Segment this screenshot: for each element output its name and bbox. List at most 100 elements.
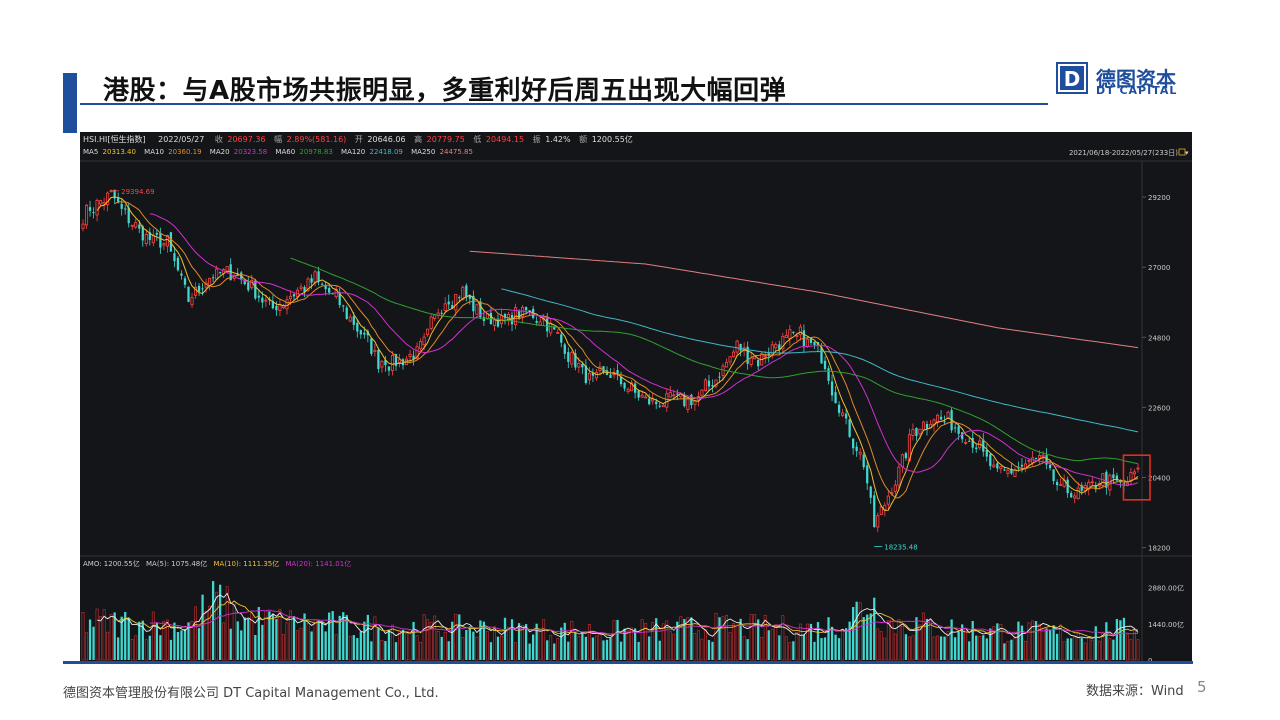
candle-body (352, 316, 355, 325)
volume-bar (306, 623, 310, 661)
volume-bar (602, 640, 605, 660)
dropdown-arrow-icon[interactable]: ▾ (1185, 149, 1189, 157)
candle-body (288, 295, 293, 300)
chart-settings-icon[interactable] (1178, 148, 1186, 156)
candle-body (169, 232, 173, 252)
volume-bar (556, 638, 560, 661)
volume-bar (447, 641, 450, 660)
volume-bar (886, 620, 890, 661)
volume-bar (820, 638, 823, 660)
candle-body (397, 359, 402, 363)
candle-body (313, 271, 317, 283)
volume-bar (338, 615, 341, 660)
volume-bar (144, 639, 148, 661)
volume-bar (1076, 632, 1080, 661)
volume-bar (1080, 637, 1083, 660)
volume-bar (162, 620, 166, 661)
candle-body (939, 416, 943, 420)
price-tick-label: 18200 (1148, 545, 1170, 553)
candle-body (95, 200, 99, 216)
volume-bar (1055, 633, 1059, 660)
candle-body (975, 447, 978, 450)
candle-body (999, 466, 1003, 470)
candle-body (271, 301, 275, 309)
company-logo: D 德图资本 DT CAPITAL (1056, 62, 1196, 100)
candle-body (451, 305, 454, 309)
candle-body (447, 301, 450, 305)
candle-body (746, 346, 749, 364)
volume-bar (693, 633, 697, 661)
candle-body (117, 197, 120, 203)
candle-body (342, 305, 345, 307)
volume-bar (296, 630, 299, 661)
volume-bar (1115, 619, 1119, 660)
volume-bar (978, 636, 982, 661)
candle-body (556, 332, 560, 334)
volume-bar (412, 621, 415, 660)
volume-bar (985, 638, 988, 660)
candle-body (690, 394, 693, 406)
volume-bar (553, 643, 556, 660)
volume-bar (1024, 640, 1027, 661)
volume-bar (686, 617, 690, 661)
candle-body (623, 382, 626, 389)
price-tick-label: 27000 (1148, 264, 1170, 272)
volume-bar (549, 635, 553, 661)
volume-bar (528, 643, 531, 660)
candle-body (275, 305, 278, 311)
volume-bar (531, 634, 535, 660)
volume-bar (482, 621, 486, 660)
volume-bar (739, 618, 742, 660)
candle-body (855, 446, 858, 452)
candle-body (401, 359, 405, 366)
volume-bar (148, 635, 151, 660)
candle-body (992, 464, 996, 468)
candle-body (563, 344, 566, 354)
candle-body (732, 351, 736, 358)
max-price-label: 29394.69 (121, 188, 154, 196)
volume-bar (841, 629, 845, 661)
candle-body (1136, 467, 1140, 470)
candle-body (468, 295, 471, 299)
volume-bar (707, 639, 711, 660)
candle-body (278, 304, 282, 311)
volume-bar (120, 616, 123, 660)
candle-body (774, 344, 778, 349)
volume-bar (222, 622, 226, 661)
candle-body (644, 396, 648, 399)
candle-body (567, 352, 570, 362)
candle-body (1080, 485, 1083, 491)
volume-bar (461, 636, 465, 661)
volume-bar (700, 638, 704, 661)
volume-bar (633, 628, 637, 660)
volume-bar (873, 597, 876, 660)
volume-bar (426, 619, 430, 661)
volume-bar (328, 612, 331, 660)
volume-bar (725, 614, 728, 661)
volume-bar (275, 619, 278, 660)
price-tick-label: 20400 (1148, 475, 1170, 483)
volume-bar (591, 637, 595, 660)
volume-bar (194, 606, 197, 661)
candle-body (848, 419, 851, 437)
volume-bar (999, 623, 1003, 661)
candle-body (788, 329, 792, 339)
candle-body (735, 340, 739, 353)
volume-tick-label: 2880.00亿 (1148, 584, 1184, 593)
ma5-name: MA5 (83, 148, 98, 156)
candle-body (1037, 455, 1042, 459)
volume-bar (655, 618, 658, 660)
ma10-line (114, 201, 1139, 499)
candle-body (176, 257, 180, 271)
volume-bar (577, 636, 581, 661)
volume-bar (320, 621, 324, 660)
volume-bar (187, 622, 190, 660)
volume-bar (278, 608, 282, 661)
candle-body (419, 341, 423, 349)
candle-body (521, 307, 525, 317)
candle-body (320, 283, 324, 285)
volume-bar (922, 612, 925, 661)
candle-body (1073, 495, 1077, 499)
volume-bar (915, 617, 918, 660)
volume-bar (1020, 625, 1024, 660)
